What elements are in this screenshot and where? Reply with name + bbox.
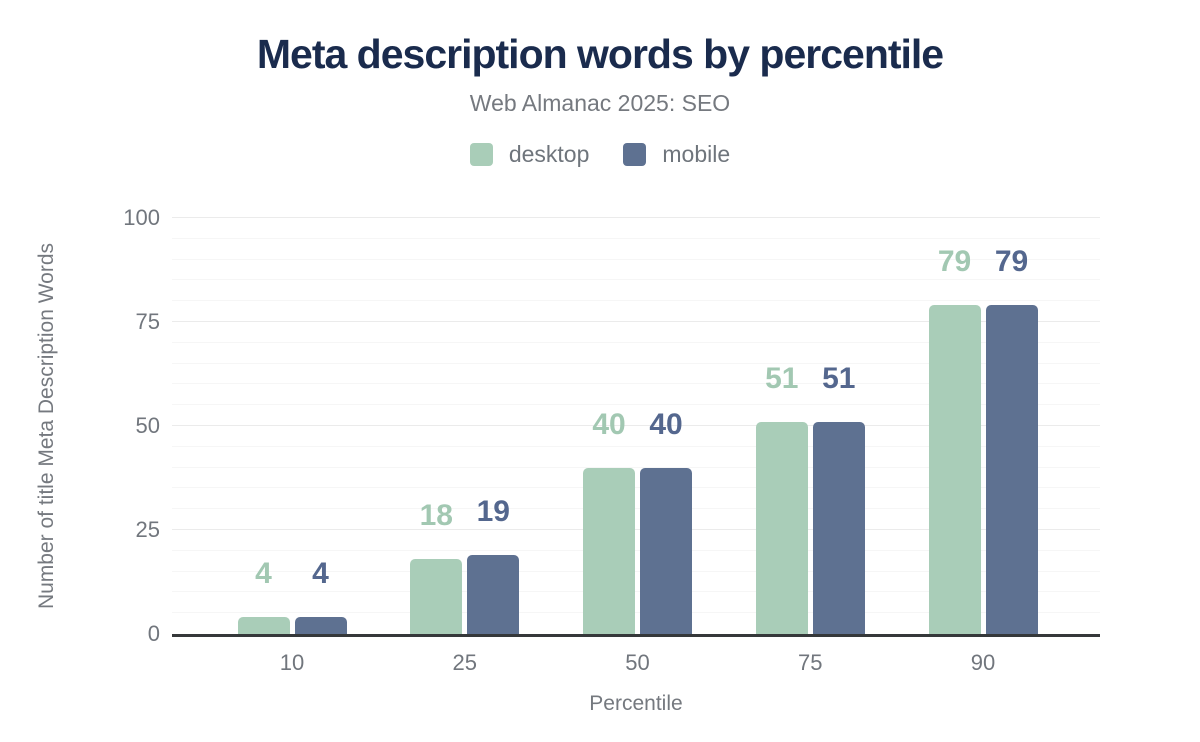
value-label-desktop-p50: 40	[592, 407, 626, 441]
gridline	[172, 487, 1100, 489]
legend-item-desktop[interactable]: desktop	[469, 141, 590, 168]
gridline	[172, 508, 1100, 510]
y-tick-label: 75	[135, 309, 160, 334]
x-tick-label: 25	[452, 650, 477, 675]
gridline	[172, 258, 1100, 260]
legend-swatch-desktop	[469, 143, 493, 166]
x-tick-label: 10	[279, 650, 305, 675]
gridline	[172, 466, 1100, 468]
y-tick-label: 100	[123, 205, 160, 230]
bar-mobile-p10[interactable]	[294, 617, 347, 634]
legend-label: mobile	[662, 141, 731, 167]
x-tick-label: 50	[625, 650, 650, 675]
gridline	[172, 570, 1100, 572]
bar-desktop-p50[interactable]	[583, 467, 635, 634]
legend-label: desktop	[508, 141, 590, 167]
legend-swatch-mobile	[623, 143, 647, 166]
gridline	[172, 237, 1100, 239]
gridline	[172, 549, 1100, 551]
gridline	[172, 612, 1100, 614]
legend: desktop mobile	[0, 141, 1200, 168]
gridline	[172, 217, 1100, 218]
bar-desktop-p75[interactable]	[755, 421, 808, 634]
gridline	[172, 300, 1100, 302]
x-tick-label: 75	[798, 650, 823, 675]
bar-desktop-p10[interactable]	[237, 617, 290, 634]
y-tick-label: 25	[135, 517, 160, 542]
plot-area: 4 4 18 19 40 40 51 51 79 79	[172, 217, 1100, 637]
gridline	[172, 445, 1100, 447]
value-label-mobile-p25: 19	[476, 494, 510, 528]
gridline	[172, 362, 1100, 364]
gridline	[172, 591, 1100, 593]
y-axis-title: Number of title Meta Description Words	[35, 242, 58, 610]
gridline	[172, 341, 1100, 343]
bar-mobile-p50[interactable]	[640, 467, 692, 634]
gridline	[172, 529, 1100, 530]
bar-mobile-p25[interactable]	[467, 554, 520, 634]
y-tick-label: 0	[147, 621, 160, 646]
bar-mobile-p75[interactable]	[812, 421, 865, 634]
gridline	[172, 321, 1100, 322]
value-label-mobile-p90: 79	[994, 245, 1029, 279]
bar-desktop-p90[interactable]	[928, 305, 981, 634]
chart-subtitle: Web Almanac 2025: SEO	[469, 90, 731, 116]
value-label-desktop-p75: 51	[765, 361, 799, 395]
gridline	[172, 383, 1100, 385]
value-label-mobile-p75: 51	[822, 361, 856, 395]
x-axis-title: Percentile	[589, 692, 683, 715]
x-tick-label: 90	[970, 650, 996, 675]
bar-mobile-p90[interactable]	[985, 305, 1038, 634]
value-label-desktop-p10: 4	[255, 557, 272, 591]
gridline	[172, 279, 1100, 281]
chart-title: Meta description words by percentile	[256, 31, 944, 77]
bar-desktop-p25[interactable]	[410, 559, 463, 634]
value-label-mobile-p50: 40	[649, 407, 683, 441]
value-label-desktop-p90: 79	[937, 245, 972, 279]
gridline	[172, 425, 1100, 426]
value-label-mobile-p10: 4	[312, 557, 329, 591]
value-label-desktop-p25: 18	[419, 499, 453, 533]
legend-item-mobile[interactable]: mobile	[623, 141, 730, 168]
y-tick-label: 50	[135, 413, 160, 438]
gridline	[172, 404, 1100, 406]
